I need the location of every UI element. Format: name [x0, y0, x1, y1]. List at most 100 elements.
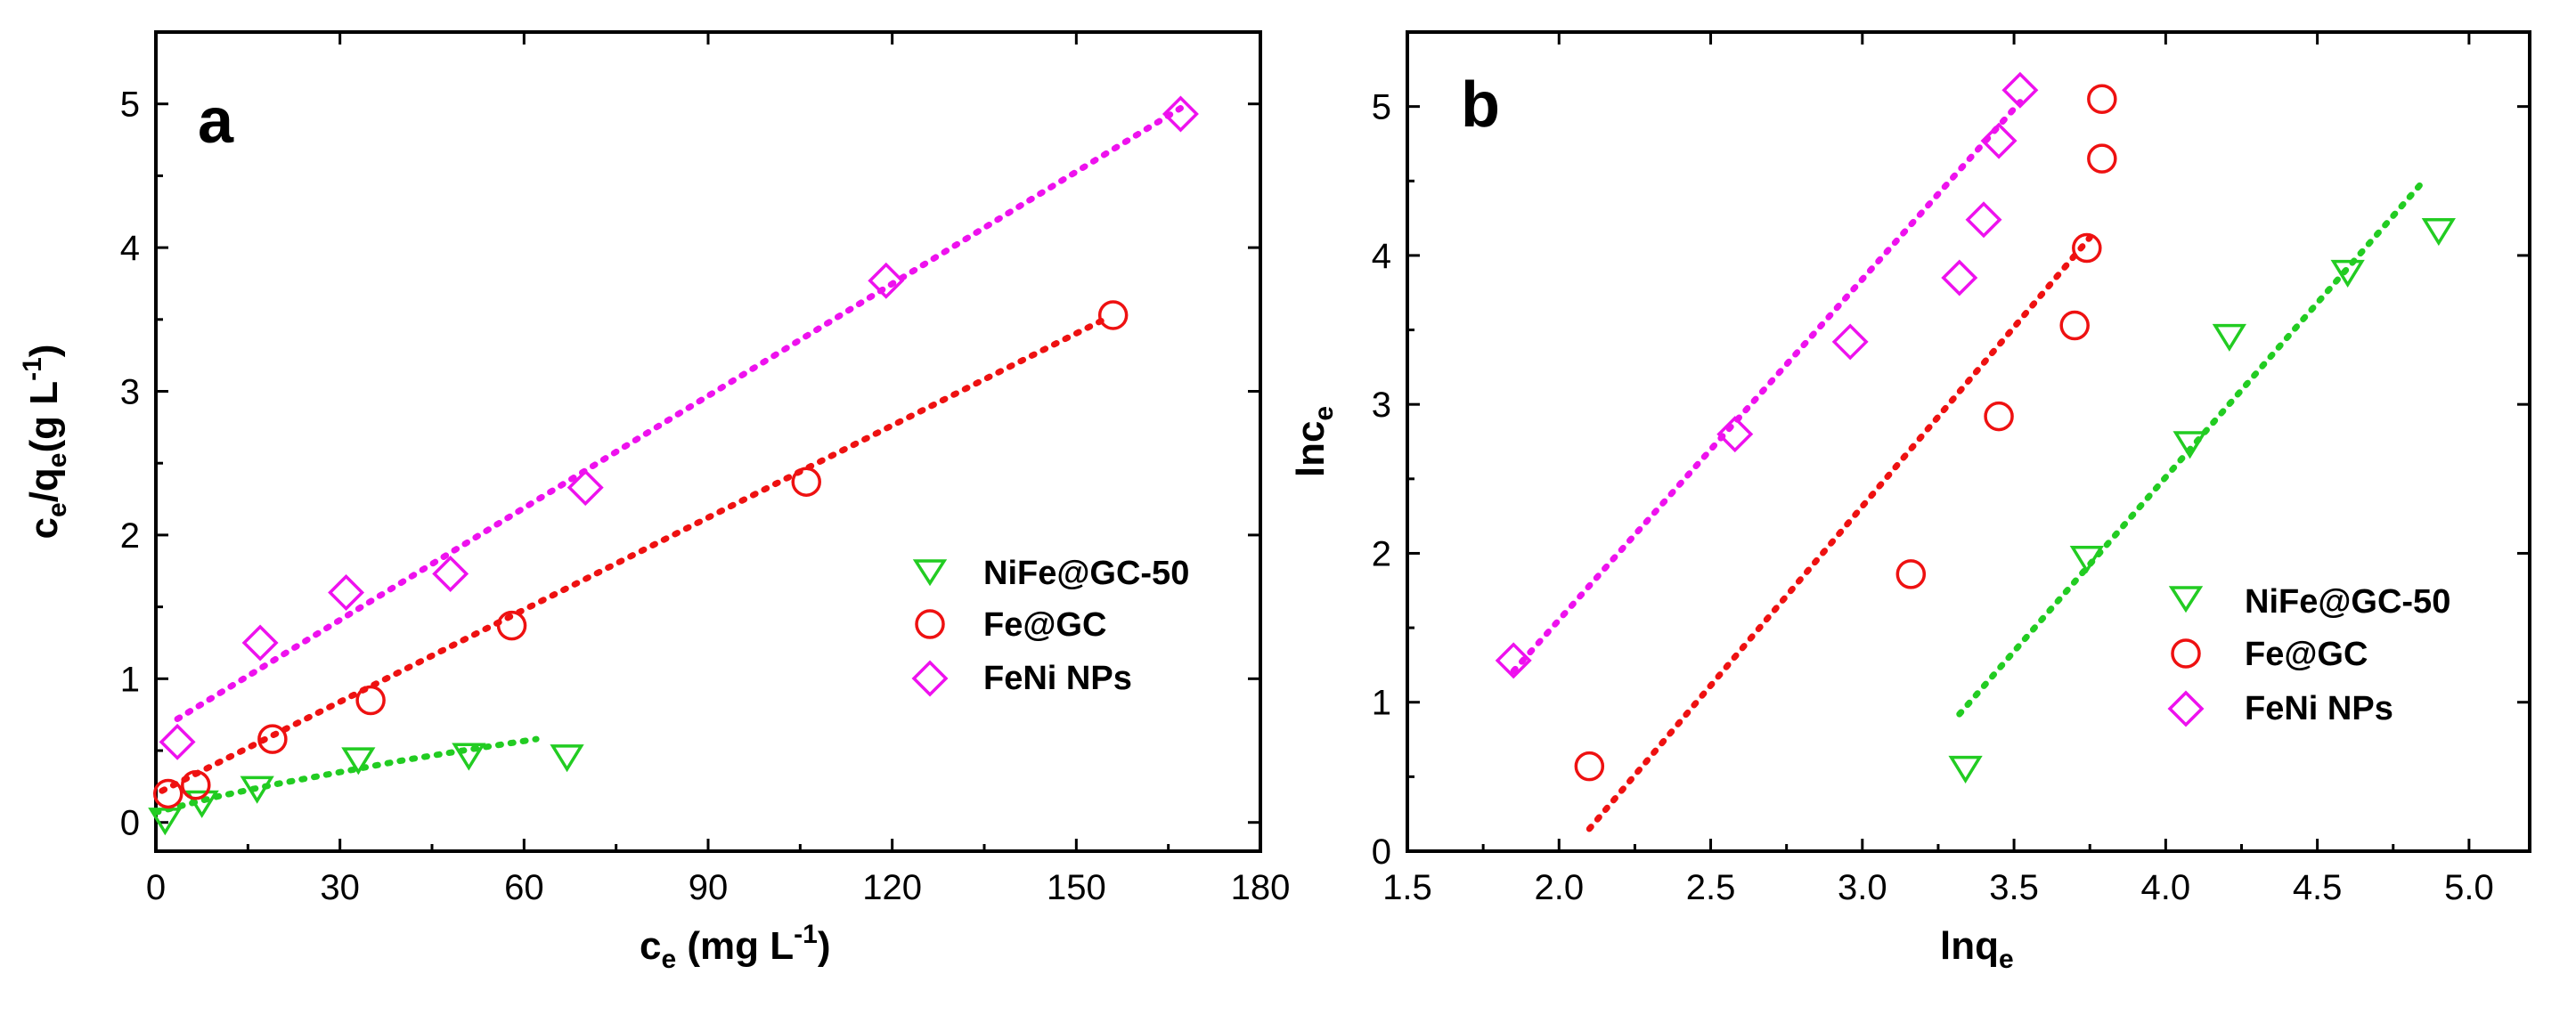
x-tick-label: 180	[1231, 868, 1291, 907]
data-point-diamond	[328, 573, 365, 611]
legend-label-nife: NiFe@GC-50	[2245, 583, 2450, 621]
panel-b-markers	[1495, 71, 2456, 784]
legend-label-nife: NiFe@GC-50	[983, 555, 1189, 592]
x-tick-label: 4.0	[2141, 868, 2191, 907]
fit-line-green	[152, 735, 540, 816]
data-point-diamond	[241, 624, 279, 662]
panel-a-legend-entry-feni: FeNi NPs	[911, 660, 1132, 697]
fit-line-green	[1956, 177, 2427, 718]
legend-label-fegc: Fe@GC	[983, 606, 1106, 644]
data-point-circle	[1097, 300, 1129, 330]
panel-a-letter: a	[198, 85, 234, 157]
y-tick-label: 0	[120, 804, 140, 843]
data-point-diamond	[1716, 416, 1754, 453]
legend-label-feni: FeNi NPs	[983, 660, 1132, 697]
y-tick-label: 4	[1372, 237, 1391, 276]
data-point-diamond	[1941, 259, 1978, 296]
y-tick-label: 2	[120, 516, 140, 556]
x-tick-label: 2.5	[1686, 868, 1736, 907]
data-point-circle	[2087, 143, 2117, 174]
panel-a-legend: NiFe@GC-50 Fe@GC FeNi NPs	[911, 555, 1189, 697]
y-tick-label: 5	[120, 85, 140, 125]
x-tick-label: 60	[504, 868, 544, 907]
data-point-circle	[181, 770, 211, 800]
data-point-diamond	[1162, 95, 1199, 133]
y-tick-label: 5	[1372, 88, 1391, 127]
panel-a-legend-entry-nife: NiFe@GC-50	[912, 555, 1189, 592]
legend-circle-marker	[2171, 638, 2201, 669]
data-point-circle	[2072, 232, 2102, 264]
fit-line-magenta	[174, 105, 1184, 723]
x-tick-label: 4.5	[2293, 868, 2343, 907]
y-tick-label: 1	[120, 660, 140, 699]
data-point-diamond	[1980, 122, 2018, 159]
data-point-triangle	[184, 790, 219, 818]
panel-b-x-axis-title: lnqe	[1940, 924, 2014, 974]
panel-b-ticks: 1.5 2.0 2.5 3.0 3.5 4.0 4.5 5.0 0 1 2 3 4 5	[1372, 32, 2530, 907]
data-point-circle	[355, 685, 386, 716]
data-point-circle	[257, 724, 288, 754]
y-tick-label: 3	[120, 373, 140, 412]
data-point-triangle	[148, 808, 183, 836]
panel-a-plot-frame	[154, 30, 1262, 853]
data-point-diamond	[1831, 323, 1869, 361]
data-point-circle	[2059, 310, 2090, 341]
x-tick-label: 90	[689, 868, 729, 907]
panel-a-fit-lines	[152, 105, 1184, 816]
data-point-diamond	[868, 262, 905, 299]
panel-b-y-axis-title: lnce	[1289, 406, 1339, 477]
panel-a-ticks: 0 30 60 90 120 150 180 0 1 2 3 4 5	[120, 32, 1291, 907]
data-point-diamond	[567, 469, 604, 507]
x-tick-label: 0	[146, 868, 166, 907]
data-point-triangle	[240, 775, 274, 804]
data-point-triangle	[2069, 546, 2104, 574]
panel-b-legend-entry-feni: FeNi NPs	[2167, 690, 2393, 727]
legend-label-feni: FeNi NPs	[2245, 690, 2393, 727]
data-point-circle	[1984, 401, 2014, 432]
x-tick-label: 150	[1047, 868, 1106, 907]
data-point-circle	[153, 778, 183, 809]
x-tick-label: 1.5	[1382, 868, 1432, 907]
y-tick-label: 2	[1372, 534, 1391, 573]
panel-a-markers	[148, 95, 1199, 836]
x-tick-label: 120	[862, 868, 922, 907]
legend-circle-marker	[915, 609, 945, 639]
data-point-triangle	[2172, 431, 2207, 459]
x-tick-label: 3.5	[1989, 868, 2039, 907]
panel-a: 0 30 60 90 120 150 180 0 1 2 3 4 5 a ce (mg L-1) ce/…	[18, 30, 1291, 974]
y-tick-label: 4	[120, 229, 140, 268]
legend-triangle-down-marker	[2168, 586, 2204, 613]
panel-b-legend-entry-fegc: Fe@GC	[2171, 636, 2368, 673]
legend-diamond-marker	[911, 660, 949, 697]
data-point-triangle	[452, 743, 486, 771]
panel-b-legend-entry-nife: NiFe@GC-50	[2168, 583, 2450, 621]
panel-a-legend-entry-fegc: Fe@GC	[915, 606, 1106, 644]
data-point-diamond	[2001, 71, 2039, 109]
panel-b-fit-lines	[1510, 99, 2427, 832]
panel-a-y-axis-title: ce/qe(g L-1)	[18, 345, 72, 540]
fit-line-magenta	[1510, 99, 2024, 675]
data-point-triangle	[1948, 755, 1983, 784]
data-point-diamond	[432, 556, 469, 592]
x-tick-label: 5.0	[2444, 868, 2494, 907]
data-point-circle	[496, 610, 527, 641]
panel-b: 1.5 2.0 2.5 3.0 3.5 4.0 4.5 5.0 0 1 2 3 4 5 b lnqe ln…	[1289, 30, 2531, 974]
panel-b-legend: NiFe@GC-50 Fe@GC FeNi NPs	[2167, 583, 2450, 727]
legend-label-fegc: Fe@GC	[2245, 636, 2368, 673]
data-point-triangle	[2330, 259, 2365, 288]
panel-a-x-axis-title: ce (mg L-1)	[640, 920, 831, 974]
data-point-diamond	[1965, 201, 2002, 239]
data-point-triangle	[2421, 218, 2456, 247]
data-point-diamond	[1495, 642, 1532, 679]
data-point-circle	[1574, 751, 1605, 782]
data-point-diamond	[159, 723, 196, 760]
fit-line-red	[159, 314, 1111, 794]
legend-triangle-down-marker	[912, 559, 948, 587]
y-tick-label: 3	[1372, 386, 1391, 425]
data-point-circle	[2087, 84, 2117, 115]
y-tick-label: 1	[1372, 684, 1391, 723]
y-tick-label: 0	[1372, 832, 1391, 872]
x-tick-label: 30	[320, 868, 360, 907]
data-point-triangle	[2212, 323, 2246, 352]
